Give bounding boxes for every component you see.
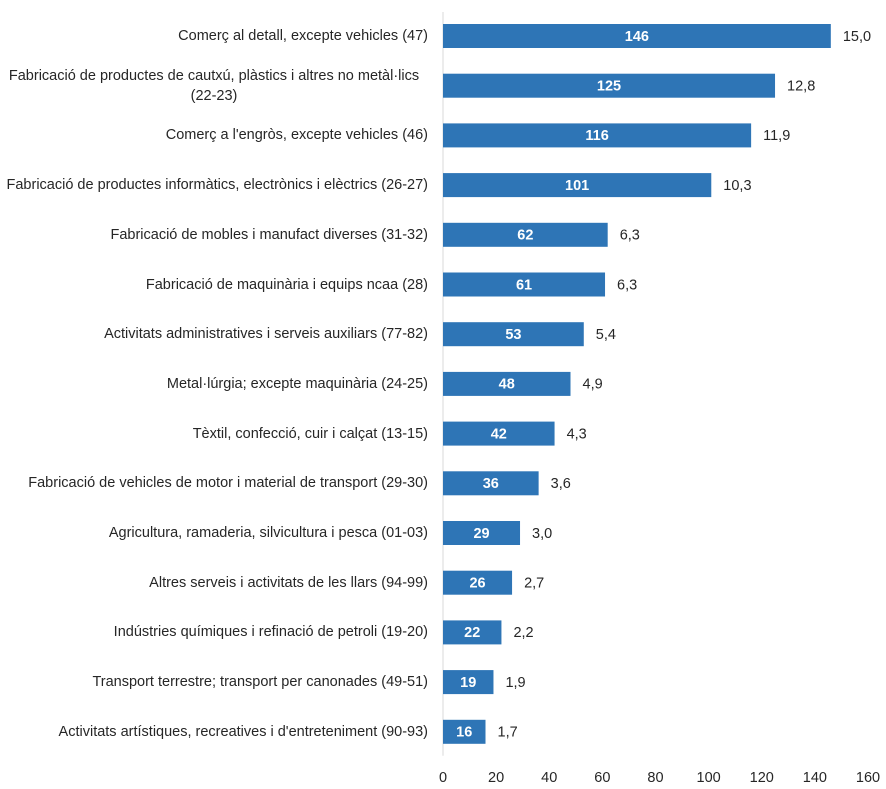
bar-value-label: 22 <box>464 625 480 641</box>
bar-value-label: 36 <box>483 476 499 492</box>
bar-value-label: 116 <box>585 128 608 144</box>
category-label-box: Fabricació de productes de cautxú, plàst… <box>0 63 428 109</box>
category-label-box: Transport terrestre; transport per canon… <box>0 659 428 705</box>
percentage-label: 2,7 <box>524 576 544 592</box>
bar-value-label: 29 <box>473 526 489 542</box>
y-tick-label: Agricultura, ramaderia, silvicultura i p… <box>108 525 428 541</box>
x-tick-label: 80 <box>647 770 663 786</box>
category-label-box: Activitats administratives i serveis aux… <box>0 311 428 357</box>
bar <box>443 570 513 595</box>
bar-value-label: 62 <box>517 228 533 244</box>
percentage-label: 6,3 <box>620 228 640 244</box>
category-label-box: Altres serveis i activitats de les llars… <box>0 560 428 606</box>
bar-value-label: 42 <box>491 426 507 442</box>
y-tick-label: Altres serveis i activitats de les llars… <box>149 574 428 591</box>
percentage-label: 11,9 <box>763 128 790 144</box>
bar <box>443 670 494 695</box>
category-label-box: Comerç a l'engròs, excepte vehicles (46) <box>0 112 428 158</box>
percentage-label: 2,2 <box>513 625 533 641</box>
y-tick-label: Comerç al detall, excepte vehicles (47) <box>178 28 428 44</box>
bar <box>443 272 606 297</box>
bar <box>443 471 539 496</box>
bar-value-label: 19 <box>460 675 476 691</box>
bar-value-label: 26 <box>469 576 485 592</box>
category-label-box: Fabricació de mobles i manufact diverses… <box>0 212 428 258</box>
bar-value-label: 61 <box>516 277 532 293</box>
bar <box>443 421 555 446</box>
bar-value-label: 48 <box>499 377 515 393</box>
bar <box>443 620 502 645</box>
y-tick-label: Activitats artístiques, recreatives i d'… <box>58 723 428 740</box>
category-label-box: Comerç al detall, excepte vehicles (47) <box>0 13 428 59</box>
bar <box>443 73 776 98</box>
category-label-box: Indústries químiques i refinació de petr… <box>0 609 428 655</box>
bar <box>443 123 752 148</box>
percentage-label: 4,9 <box>583 377 603 393</box>
x-tick-label: 120 <box>750 770 774 786</box>
bar-value-label: 16 <box>456 725 472 741</box>
y-tick-label: Fabricació de productes informàtics, ele… <box>6 177 428 194</box>
bar-value-label: 101 <box>565 178 589 194</box>
category-label-box: Activitats artístiques, recreatives i d'… <box>0 709 428 755</box>
y-tick-label: Transport terrestre; transport per canon… <box>92 674 428 691</box>
percentage-label: 6,3 <box>617 277 637 293</box>
bar-value-label: 146 <box>625 29 649 45</box>
bar <box>443 222 608 247</box>
y-tick-label: Fabricació de vehicles de motor i materi… <box>28 475 428 492</box>
x-tick-label: 40 <box>541 770 557 786</box>
percentage-label: 10,3 <box>723 178 751 194</box>
x-tick-label: 0 <box>439 770 447 786</box>
percentage-label: 3,0 <box>532 526 552 542</box>
y-tick-label: Activitats administratives i serveis aux… <box>104 326 428 343</box>
bar <box>443 521 521 545</box>
percentage-label: 1,9 <box>505 675 525 691</box>
y-tick-label: Tèxtil, confecció, cuir i calçat (13-15) <box>192 425 428 442</box>
category-label-box: Fabricació de productes informàtics, ele… <box>0 162 428 208</box>
bar <box>443 719 486 744</box>
category-label-box: Fabricació de vehicles de motor i materi… <box>0 460 428 506</box>
bar-value-label: 125 <box>597 79 621 95</box>
bar <box>443 24 831 48</box>
category-label-box: Fabricació de maquinària i equips ncaa (… <box>0 262 428 308</box>
y-tick-label: Fabricació de mobles i manufact diverses… <box>110 226 428 243</box>
percentage-label: 4,3 <box>567 426 587 442</box>
percentage-label: 5,4 <box>596 327 616 343</box>
category-label-box: Tèxtil, confecció, cuir i calçat (13-15) <box>0 411 428 457</box>
x-tick-label: 20 <box>488 770 504 786</box>
percentage-label: 15,0 <box>843 29 871 45</box>
percentage-label: 3,6 <box>551 476 571 492</box>
y-tick-label: Indústries químiques i refinació de petr… <box>113 624 428 641</box>
bar <box>443 322 584 347</box>
bar <box>443 371 571 396</box>
percentage-label: 1,7 <box>498 725 518 741</box>
x-tick-label: 160 <box>856 770 880 786</box>
bar <box>443 173 712 198</box>
bar-value-label: 53 <box>505 327 521 343</box>
x-tick-label: 60 <box>594 770 610 786</box>
y-tick-label: Metal·lúrgia; excepte maquinària (24-25) <box>166 375 428 392</box>
percentage-label: 12,8 <box>787 79 815 95</box>
y-tick-label: Comerç a l'engròs, excepte vehicles (46) <box>165 127 428 144</box>
y-tick-label: Fabricació de productes de cautxú, plàst… <box>8 67 420 104</box>
category-label-box: Metal·lúrgia; excepte maquinària (24-25) <box>0 361 428 407</box>
x-tick-label: 100 <box>697 770 721 786</box>
y-tick-label: Fabricació de maquinària i equips ncaa (… <box>145 276 428 293</box>
category-label-box: Agricultura, ramaderia, silvicultura i p… <box>0 510 428 556</box>
x-tick-label: 140 <box>803 770 827 786</box>
